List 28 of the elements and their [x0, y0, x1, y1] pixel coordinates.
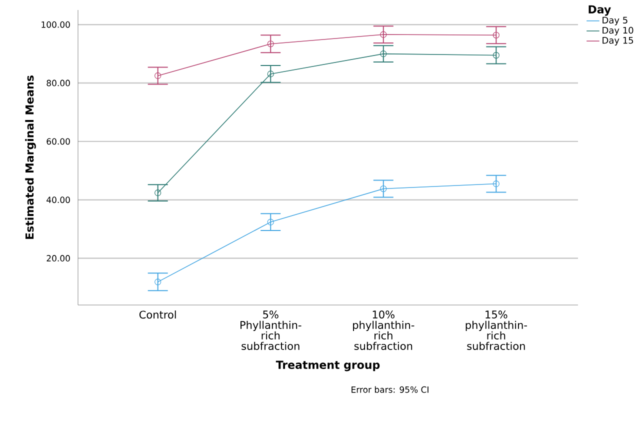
legend-label: Day 5: [602, 16, 628, 26]
point: [380, 31, 387, 38]
y-tick-label: 20.00: [46, 255, 70, 262]
point: [267, 40, 274, 48]
point: [154, 190, 162, 196]
point: [492, 180, 500, 188]
legend-label: Day 15: [602, 37, 634, 46]
point: [154, 278, 162, 286]
y-tick-label: 100.00: [42, 21, 70, 28]
point: [380, 185, 387, 192]
legend-label: Day 10: [602, 26, 634, 36]
x-tick-label: 5% Phyllanthin-rich subfraction: [240, 310, 302, 350]
point: [267, 70, 274, 78]
point: [492, 32, 500, 38]
y-tick-label: 60.00: [46, 138, 70, 145]
y-axis-title: Estimated Marginal Means: [25, 76, 36, 239]
text: Error bars: 95% CI: [352, 386, 428, 393]
point: [267, 218, 274, 226]
x-tick-label: 10% phyllanthin-rich subfraction: [353, 310, 414, 350]
point: [492, 52, 500, 59]
y-tick-label: 80.00: [46, 80, 70, 86]
x-tick-label: Control: [139, 310, 176, 319]
legend-title: Day: [588, 5, 611, 16]
x-axis-title: Treatment group: [276, 360, 380, 372]
point: [154, 72, 162, 80]
x-tick-label: 15% phyllanthin-rich subfraction: [466, 310, 527, 350]
point: [380, 50, 387, 58]
y-tick-label: 40.00: [46, 196, 70, 204]
